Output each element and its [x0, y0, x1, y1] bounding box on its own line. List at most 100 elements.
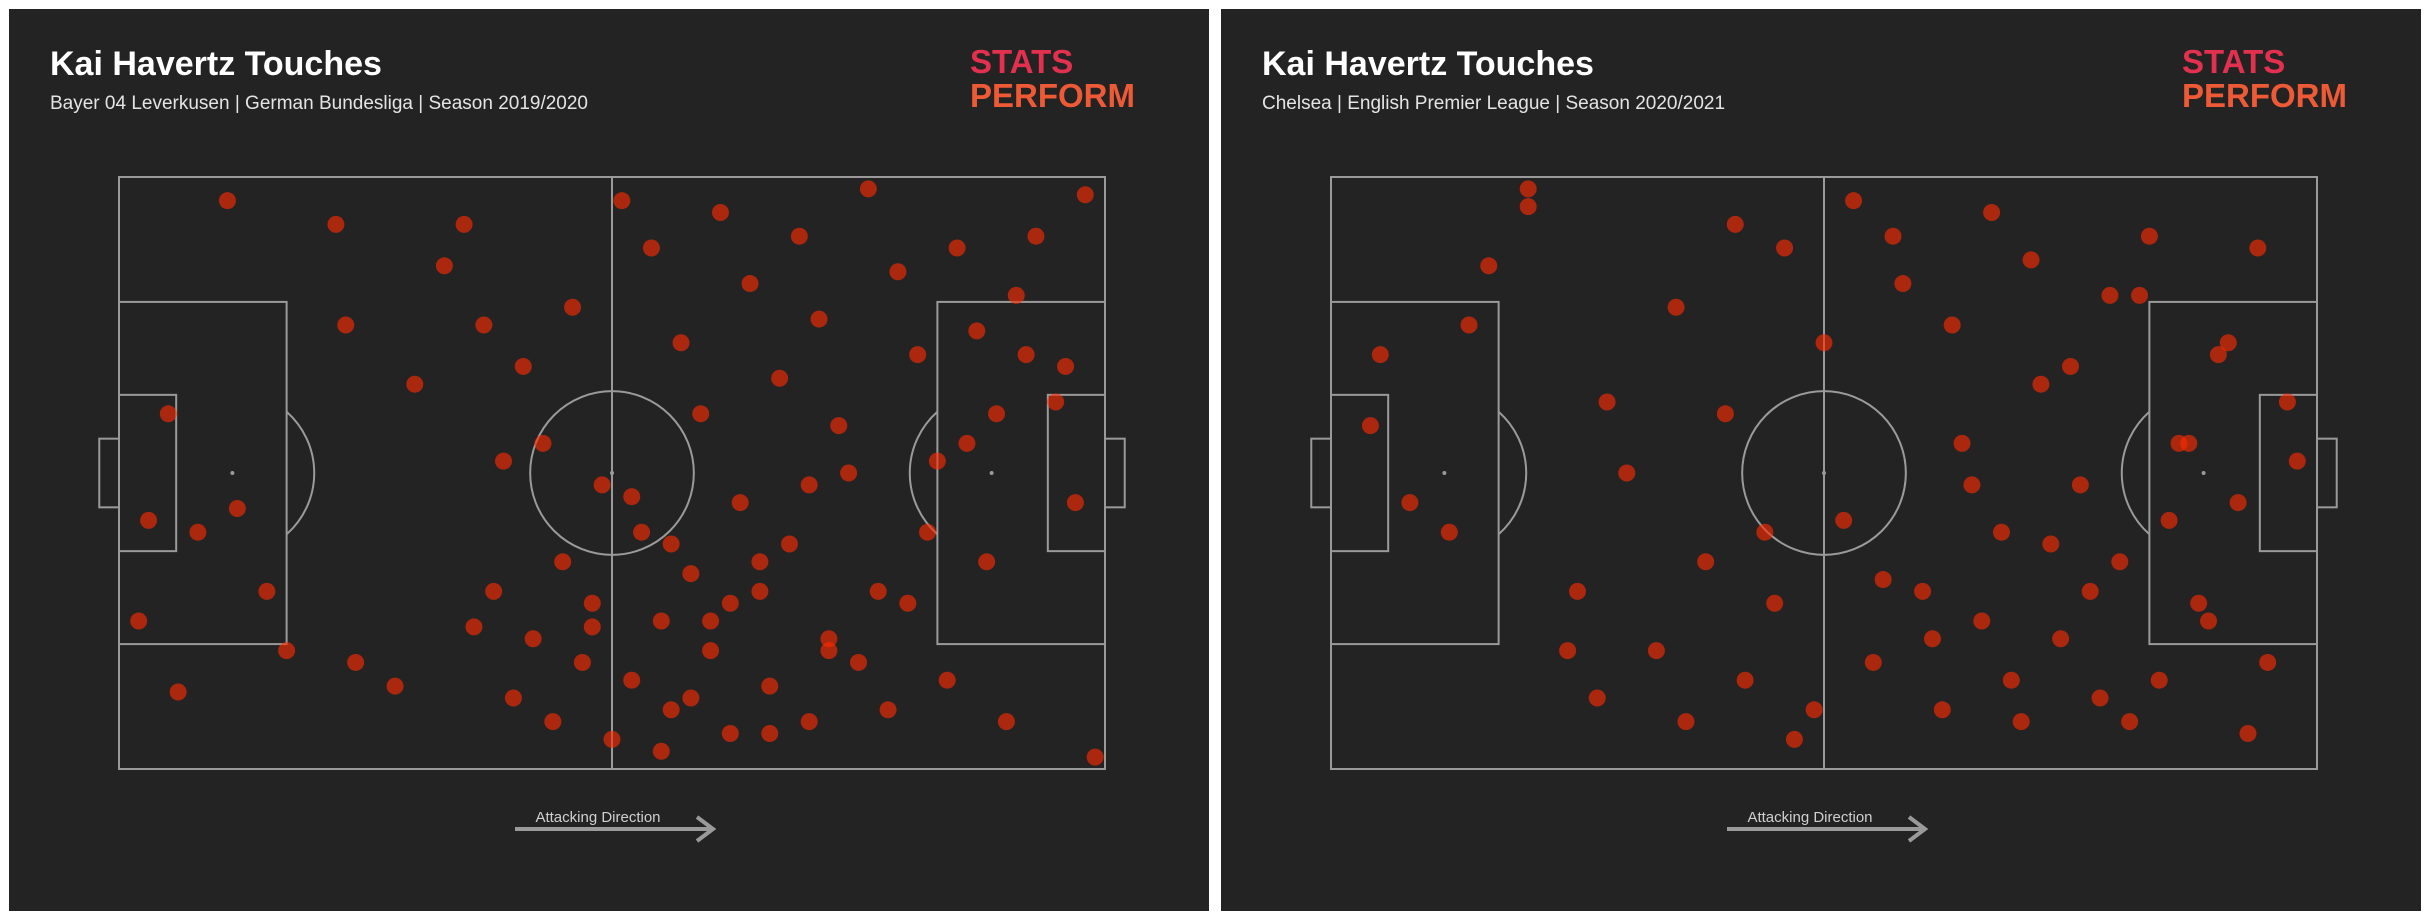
touch-point — [751, 582, 769, 600]
touch-point — [1047, 393, 1065, 411]
touch-point — [1736, 671, 1754, 689]
touch-point — [495, 452, 513, 470]
touch-point — [2081, 582, 2099, 600]
touch-point — [159, 405, 177, 423]
touch-point — [1766, 594, 1784, 612]
touch-point — [189, 523, 207, 541]
touch-point — [1066, 494, 1084, 512]
touch-point — [1480, 257, 1498, 275]
touch-point — [1017, 346, 1035, 364]
touch-point — [997, 713, 1015, 731]
chart-subtitle: Chelsea | English Premier League | Seaso… — [1262, 93, 1725, 114]
touch-point — [731, 494, 749, 512]
touch-point — [761, 724, 779, 742]
touch-point — [278, 642, 296, 660]
touch-point — [2121, 713, 2139, 731]
touch-point — [652, 742, 670, 760]
touch-point — [1815, 334, 1833, 352]
chart-title: Kai Havertz Touches — [50, 45, 382, 83]
touch-point — [1835, 511, 1853, 529]
touch-point — [1677, 713, 1695, 731]
touch-point — [2239, 724, 2257, 742]
touch-point — [928, 452, 946, 470]
touch-point — [554, 553, 572, 571]
touch-point — [879, 701, 897, 719]
touch-point — [909, 346, 927, 364]
panel-background — [9, 9, 1209, 911]
touch-point — [948, 239, 966, 257]
pitch-spot — [1442, 471, 1447, 475]
touch-point — [623, 671, 641, 689]
touch-point — [850, 653, 867, 671]
touch-point — [2160, 511, 2178, 529]
touch-point — [544, 713, 562, 731]
direction-arrow-head — [1907, 815, 1929, 843]
brand-logo: PERFORM — [2182, 77, 2347, 114]
touch-point — [1519, 180, 1537, 198]
touch-point — [2190, 594, 2208, 612]
pitch-line — [2120, 410, 2151, 536]
touch-point — [603, 730, 621, 748]
touch-point — [337, 316, 355, 334]
touch-point — [406, 375, 424, 393]
touch-point — [702, 612, 720, 630]
touch-point — [1884, 227, 1902, 245]
touch-point — [2140, 227, 2158, 245]
touch-point — [1894, 275, 1912, 293]
pitch-spot — [989, 471, 994, 475]
touch-point — [564, 298, 582, 316]
pitch-line — [98, 437, 120, 509]
touch-point — [2002, 671, 2020, 689]
touch-point — [840, 464, 858, 482]
touch-point — [130, 612, 148, 630]
touch-point — [820, 642, 838, 660]
touch-point — [1776, 239, 1794, 257]
touch-point — [721, 724, 739, 742]
touch-point — [771, 369, 789, 387]
touch-point — [1697, 553, 1715, 571]
touch-point — [475, 316, 493, 334]
touch-point — [613, 192, 631, 210]
touch-point — [652, 612, 670, 630]
touch-point — [1598, 393, 1616, 411]
touch-point — [1864, 653, 1882, 671]
touch-point — [2249, 239, 2267, 257]
touch-point — [958, 434, 976, 452]
touch-point — [2071, 476, 2089, 494]
touch-point — [633, 523, 651, 541]
touch-point — [1647, 642, 1665, 660]
touch-point — [2111, 553, 2129, 571]
touch-point — [751, 553, 769, 571]
touch-point — [2022, 251, 2040, 269]
pitch-line — [1104, 437, 1126, 509]
touch-point — [800, 713, 818, 731]
touch-point — [702, 642, 720, 660]
touch-point — [978, 553, 996, 571]
touch-point — [2062, 357, 2079, 375]
touch-point — [504, 689, 522, 707]
touch-point — [820, 630, 838, 648]
pitch-spot — [230, 471, 235, 475]
brand-logo: STATS — [2182, 43, 2285, 80]
touch-point — [741, 275, 759, 293]
touch-point — [830, 417, 848, 435]
touch-point — [1953, 434, 1971, 452]
touch-point — [524, 630, 542, 648]
panel: Kai Havertz Touches Chelsea | English Pre… — [1221, 9, 2421, 911]
touch-point — [169, 683, 187, 701]
touch-point — [810, 310, 828, 328]
brand-logo: PERFORM — [970, 77, 1135, 114]
touch-point — [682, 689, 700, 707]
touch-point — [1973, 612, 1991, 630]
touch-point — [2180, 434, 2198, 452]
touch-point — [465, 618, 483, 636]
touch-point — [1845, 192, 1863, 210]
touch-point — [761, 677, 779, 695]
touch-point — [1874, 571, 1892, 589]
touch-point — [1667, 298, 1685, 316]
pitch-line — [1497, 410, 1528, 536]
touch-point — [514, 357, 532, 375]
touch-point — [1559, 642, 1577, 660]
touch-point — [1943, 316, 1961, 334]
panel: Kai Havertz Touches Bayer 04 Leverkusen |… — [9, 9, 1209, 911]
